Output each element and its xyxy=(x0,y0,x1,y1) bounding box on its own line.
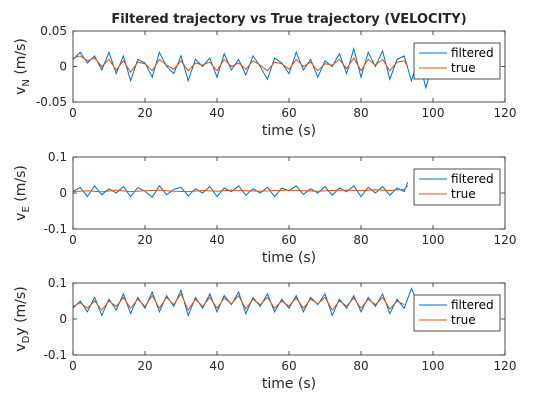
y-tick-label: 0 xyxy=(59,186,67,200)
y-axis-label-main: v xyxy=(13,343,29,351)
y-axis-label: vDy (m/s) xyxy=(13,286,32,351)
y-axis-label-main: v xyxy=(13,213,29,221)
x-tick-label: 120 xyxy=(494,359,517,373)
y-tick-label: 0 xyxy=(59,312,67,326)
x-tick-label: 100 xyxy=(422,106,445,120)
y-axis-label: vN (m/s) xyxy=(13,38,32,95)
x-tick-label: 40 xyxy=(209,359,224,373)
x-tick-label: 80 xyxy=(353,233,368,247)
y-tick-label: -0.05 xyxy=(36,95,67,109)
y-axis-label-subscript: D xyxy=(21,335,32,343)
y-tick-label: 0.1 xyxy=(48,150,67,164)
x-tick-label: 100 xyxy=(422,359,445,373)
x-tick-label: 60 xyxy=(281,359,296,373)
y-axis-label-unit: y (m/s) xyxy=(13,286,29,335)
x-tick-label: 80 xyxy=(353,106,368,120)
series-line-true xyxy=(73,185,409,193)
y-tick-label: -0.1 xyxy=(44,222,67,236)
x-axis-label: time (s) xyxy=(262,123,316,139)
series-line-true xyxy=(73,55,409,74)
x-tick-label: 60 xyxy=(281,106,296,120)
series-line-filtered xyxy=(73,46,452,90)
series-line-true xyxy=(73,292,405,312)
y-axis-label-subscript: E xyxy=(21,206,32,212)
y-axis-label-unit: (m/s) xyxy=(13,165,29,206)
x-tick-label: 40 xyxy=(209,233,224,247)
y-tick-label: 0 xyxy=(59,60,67,74)
y-tick-label: 0.1 xyxy=(48,276,67,290)
legend-box xyxy=(413,294,501,332)
legend-label-filtered: filtered xyxy=(451,298,494,312)
x-tick-label: 60 xyxy=(281,233,296,247)
legend-label-filtered: filtered xyxy=(451,46,494,60)
x-tick-label: 20 xyxy=(137,359,152,373)
legend-label-filtered: filtered xyxy=(451,172,494,186)
legend-label-true: true xyxy=(451,313,476,327)
legend-label-true: true xyxy=(451,61,476,75)
x-tick-label: 0 xyxy=(69,106,77,120)
legend-label-true: true xyxy=(451,187,476,201)
x-tick-label: 0 xyxy=(69,233,77,247)
x-tick-label: 120 xyxy=(494,106,517,120)
x-tick-label: 100 xyxy=(422,233,445,247)
chart-title: Filtered trajectory vs True trajectory (… xyxy=(111,12,466,27)
x-tick-label: 80 xyxy=(353,359,368,373)
y-axis-label-unit: (m/s) xyxy=(13,38,29,79)
x-tick-label: 40 xyxy=(209,106,224,120)
legend-box xyxy=(413,168,501,206)
x-tick-label: 20 xyxy=(137,106,152,120)
y-axis-label-subscript: N xyxy=(21,79,32,86)
y-axis-label: vE (m/s) xyxy=(13,165,32,221)
x-tick-label: 120 xyxy=(494,233,517,247)
x-tick-label: 20 xyxy=(137,233,152,247)
y-tick-label: -0.1 xyxy=(44,348,67,362)
y-axis-label-main: v xyxy=(13,87,29,95)
x-tick-label: 0 xyxy=(69,359,77,373)
y-tick-label: 0.05 xyxy=(40,24,67,38)
x-axis-label: time (s) xyxy=(262,376,316,392)
x-axis-label: time (s) xyxy=(262,250,316,266)
legend-box xyxy=(413,42,501,80)
